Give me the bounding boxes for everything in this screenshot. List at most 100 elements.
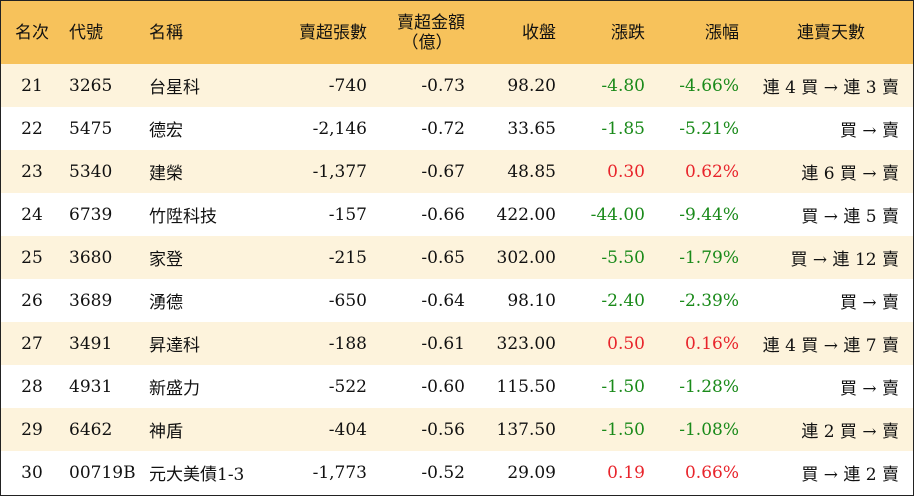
table-row: 26 3689 湧德 -650 -0.64 98.10 -2.40 -2.39%… [1, 279, 913, 322]
cell-change: -44.00 [590, 204, 645, 225]
cell-change-pct: 0.16% [684, 333, 739, 354]
header-sell-amount-line2: （億） [401, 32, 453, 53]
cell-sell-lots: -740 [328, 75, 367, 96]
cell-streak: 買 → 賣 [839, 379, 899, 399]
table-row: 25 3680 家登 -215 -0.65 302.00 -5.50 -1.79… [1, 236, 913, 279]
cell-rank: 25 [21, 247, 43, 268]
table-row: 21 3265 台星科 -740 -0.73 98.20 -4.80 -4.66… [1, 64, 913, 107]
cell-code: 00719B [69, 462, 136, 483]
cell-close: 29.09 [507, 462, 556, 483]
cell-close: 422.00 [496, 204, 556, 225]
cell-close: 302.00 [496, 247, 556, 268]
cell-close: 115.50 [496, 376, 556, 397]
cell-sell-amount: -0.72 [421, 118, 465, 139]
cell-name: 建榮 [149, 164, 183, 184]
cell-streak: 連 2 買 → 賣 [801, 422, 899, 442]
header-rank: 名次 [15, 22, 49, 43]
table-row: 28 4931 新盛力 -522 -0.60 115.50 -1.50 -1.2… [1, 365, 913, 408]
table-row: 23 5340 建榮 -1,377 -0.67 48.85 0.30 0.62%… [1, 150, 913, 193]
cell-rank: 23 [21, 161, 43, 182]
cell-name: 湧德 [149, 293, 183, 313]
cell-change: -1.50 [601, 376, 645, 397]
cell-rank: 30 [21, 462, 43, 483]
cell-name: 神盾 [149, 422, 183, 442]
header-close: 收盤 [522, 22, 556, 43]
cell-rank: 27 [21, 333, 43, 354]
cell-rank: 29 [21, 419, 43, 440]
cell-sell-lots: -404 [328, 419, 367, 440]
cell-change: -1.85 [601, 118, 645, 139]
cell-code: 6462 [69, 419, 113, 440]
header-change-pct: 漲幅 [705, 22, 739, 43]
cell-sell-lots: -215 [328, 247, 367, 268]
cell-name: 新盛力 [149, 379, 200, 399]
cell-sell-amount: -0.67 [421, 161, 465, 182]
cell-close: 137.50 [496, 419, 556, 440]
table-row: 30 00719B 元大美債1-3 -1,773 -0.52 29.09 0.1… [1, 451, 913, 494]
cell-streak: 連 4 買 → 連 3 賣 [762, 78, 899, 98]
cell-name: 竹陞科技 [149, 207, 217, 227]
cell-code: 5340 [69, 161, 113, 182]
header-sell-lots: 賣超張數 [299, 22, 367, 43]
header-change: 漲跌 [611, 22, 645, 43]
cell-change-pct: -4.66% [679, 75, 739, 96]
cell-change: -4.80 [601, 75, 645, 96]
cell-sell-amount: -0.64 [421, 290, 465, 311]
cell-close: 48.85 [507, 161, 556, 182]
cell-sell-amount: -0.56 [421, 419, 465, 440]
cell-name: 德宏 [149, 121, 183, 141]
cell-streak: 買 → 賣 [839, 293, 899, 313]
cell-sell-amount: -0.65 [421, 247, 465, 268]
cell-sell-amount: -0.73 [421, 75, 465, 96]
cell-change: -2.40 [601, 290, 645, 311]
cell-rank: 21 [21, 75, 43, 96]
table-row: 29 6462 神盾 -404 -0.56 137.50 -1.50 -1.08… [1, 408, 913, 451]
cell-streak: 買 → 連 5 賣 [801, 207, 899, 227]
header-name: 名稱 [149, 22, 183, 43]
cell-sell-amount: -0.61 [421, 333, 465, 354]
cell-code: 4931 [69, 376, 113, 397]
cell-rank: 28 [21, 376, 43, 397]
cell-rank: 26 [21, 290, 43, 311]
cell-name: 昇達科 [149, 336, 200, 356]
cell-change-pct: 0.66% [684, 462, 739, 483]
cell-sell-amount: -0.60 [421, 376, 465, 397]
cell-change-pct: -1.79% [679, 247, 739, 268]
header-code: 代號 [69, 22, 103, 43]
cell-streak: 買 → 連 2 賣 [801, 465, 899, 485]
cell-name: 家登 [149, 250, 183, 270]
cell-sell-lots: -2,146 [312, 118, 367, 139]
cell-close: 98.10 [507, 290, 556, 311]
cell-close: 33.65 [507, 118, 556, 139]
header-row: 名次 代號 名稱 賣超張數 賣超金額 （億） 收盤 漲跌 漲幅 連賣天數 [1, 1, 913, 64]
cell-change-pct: -5.21% [679, 118, 739, 139]
table-row: 24 6739 竹陞科技 -157 -0.66 422.00 -44.00 -9… [1, 193, 913, 236]
cell-change-pct: -2.39% [679, 290, 739, 311]
cell-sell-lots: -188 [328, 333, 367, 354]
cell-change: 0.30 [607, 161, 645, 182]
header-streak: 連賣天數 [797, 22, 865, 43]
cell-sell-lots: -522 [328, 376, 367, 397]
table-row: 22 5475 德宏 -2,146 -0.72 33.65 -1.85 -5.2… [1, 107, 913, 150]
cell-sell-lots: -650 [328, 290, 367, 311]
table-body: 21 3265 台星科 -740 -0.73 98.20 -4.80 -4.66… [1, 64, 913, 494]
cell-code: 3265 [69, 75, 113, 96]
cell-change: -5.50 [601, 247, 645, 268]
cell-change-pct: 0.62% [684, 161, 739, 182]
cell-change: 0.50 [607, 333, 645, 354]
table-row: 27 3491 昇達科 -188 -0.61 323.00 0.50 0.16%… [1, 322, 913, 365]
cell-streak: 連 4 買 → 連 7 賣 [762, 336, 899, 356]
cell-code: 3680 [69, 247, 113, 268]
cell-streak: 買 → 連 12 賣 [790, 250, 900, 270]
cell-code: 3491 [69, 333, 113, 354]
cell-streak: 買 → 賣 [839, 121, 899, 141]
cell-name: 台星科 [149, 78, 200, 98]
cell-change: -1.50 [601, 419, 645, 440]
cell-change-pct: -1.28% [679, 376, 739, 397]
cell-rank: 22 [21, 118, 43, 139]
cell-sell-lots: -1,773 [312, 462, 367, 483]
cell-change-pct: -1.08% [679, 419, 739, 440]
cell-name: 元大美債1-3 [149, 465, 245, 485]
